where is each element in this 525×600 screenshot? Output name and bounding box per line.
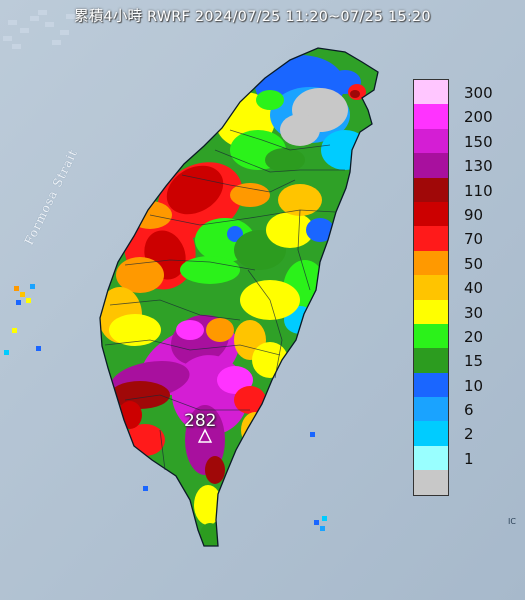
legend-swatch [414,300,448,324]
legend-label: 10 [462,372,512,396]
corner-text: IC [508,517,516,526]
legend-swatch [414,104,448,128]
legend-swatch [414,397,448,421]
legend-label: 70 [462,225,512,249]
legend-label: 300 [462,79,512,103]
legend-label: 6 [462,396,512,420]
legend-swatch [414,275,448,299]
legend-swatch [414,153,448,177]
legend-swatch [414,129,448,153]
legend-swatch [414,251,448,275]
legend-swatch [414,446,448,470]
map-title: 累積4小時 RWRF 2024/07/25 11:20~07/25 15:20 [74,5,431,26]
legend-label: 110 [462,177,512,201]
triangle-outline-icon [197,428,213,444]
legend-swatch [414,373,448,397]
legend-label: 20 [462,323,512,347]
legend-swatch [414,348,448,372]
legend-swatch [414,226,448,250]
color-legend [413,79,449,496]
legend-label: 30 [462,299,512,323]
legend-swatch [414,80,448,104]
legend-label: 130 [462,152,512,176]
legend-label: 15 [462,347,512,371]
legend-swatch [414,202,448,226]
legend-swatch [414,470,448,494]
legend-label: 2 [462,420,512,444]
legend-label [462,469,512,493]
legend-labels: 300 200 150 130 110 90 70 50 40 30 20 15 10 6 2 1 [462,79,512,494]
legend-label: 1 [462,445,512,469]
legend-swatch [414,421,448,445]
legend-swatch [414,324,448,348]
legend-label: 40 [462,274,512,298]
legend-label: 90 [462,201,512,225]
legend-label: 50 [462,250,512,274]
legend-label: 200 [462,103,512,127]
legend-swatch [414,178,448,202]
legend-label: 150 [462,128,512,152]
